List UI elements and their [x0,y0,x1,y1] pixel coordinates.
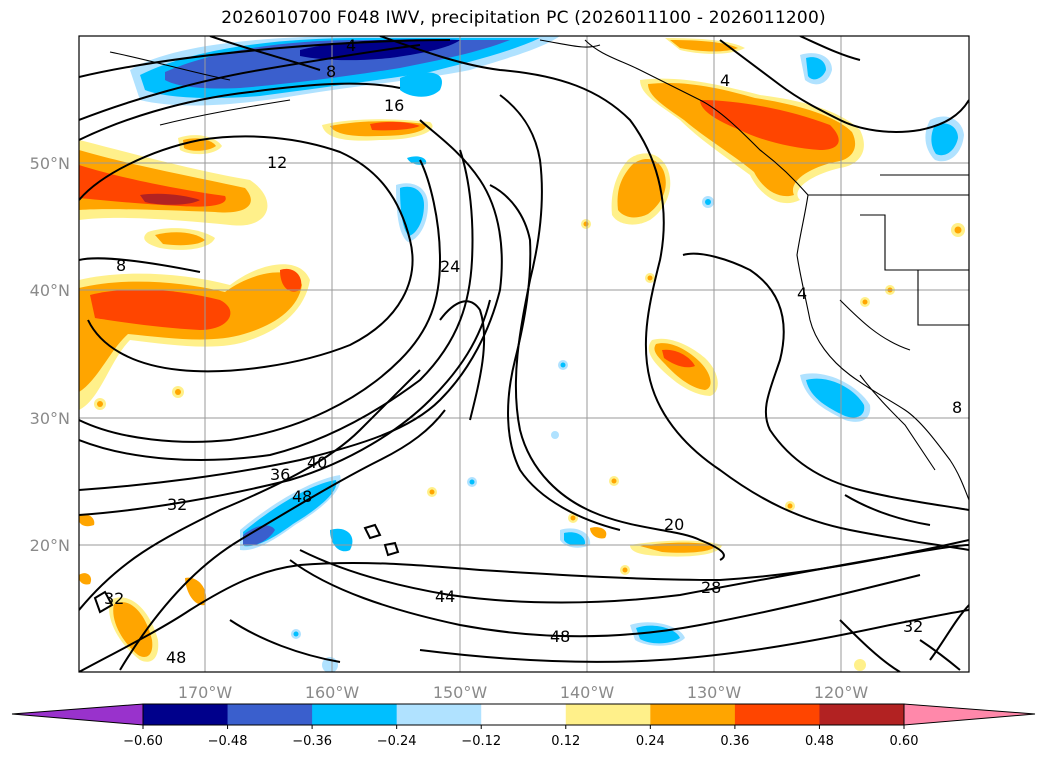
colorbar-extend-right [903,703,1036,726]
contour-label: 12 [267,153,287,172]
contour-label: 16 [384,96,404,115]
contour-label: 4 [720,71,730,90]
graticule [79,36,969,672]
colorbar-tick-label: 0.48 [805,734,834,749]
lat-tick-labels: 50°N 40°N 30°N 20°N [30,154,70,555]
lat-tick: 30°N [30,409,70,428]
map-frame [78,35,970,673]
colorbar-swatch [312,704,398,725]
colorbar-swatch [143,704,229,725]
colorbar-tick-label: −0.60 [123,734,163,749]
lon-tick: 160°W [305,683,360,702]
lon-tick: 130°W [687,683,742,702]
colorbar-frame [142,703,905,726]
contour-label: 48 [292,487,312,506]
contour-label: 32 [903,617,923,636]
colorbar-swatch [650,704,736,725]
iwv-contours [79,36,969,672]
contour-label: 20 [664,515,684,534]
colorbar-swatch [819,704,905,725]
contour-label: 4 [797,284,807,303]
lat-tick: 20°N [30,536,70,555]
colorbar-extend-left [11,703,144,726]
contour-label: 40 [307,453,327,472]
contour-label: 4 [346,36,356,55]
colorbar-tick-label: 0.60 [890,734,919,749]
lon-tick-labels: 170°W 160°W 150°W 140°W 130°W 120°W [178,683,869,702]
colorbar-tick-label: 0.24 [636,734,665,749]
lon-tick: 150°W [433,683,488,702]
contour-label: 24 [440,257,460,276]
contour-label: 28 [701,578,721,597]
colorbar-tick-label: −0.24 [377,734,417,749]
colorbar-tick-label: 0.36 [720,734,749,749]
lon-tick: 170°W [178,683,233,702]
contour-loop [383,541,400,557]
colorbar-tick-label: 0.12 [551,734,580,749]
colorbar-swatch [396,704,482,725]
contour-label: 44 [435,587,455,606]
contour-label: 48 [550,627,570,646]
colorbar-tick-label: −0.36 [292,734,332,749]
contour-label: 8 [952,398,962,417]
contour-label: 48 [166,648,186,667]
colorbar-tick-label: −0.12 [461,734,501,749]
contour-label: 8 [116,256,126,275]
contour-loop [93,590,114,614]
contour-labels: 4 8 16 12 8 24 4 4 36 40 48 32 20 28 44 … [104,36,962,667]
colorbar-tick-label: −0.48 [208,734,248,749]
contour-loop [363,523,382,540]
coastlines [109,39,969,501]
colorbar: −0.60 −0.48 −0.36 −0.24 −0.12 0.12 0.24 0.36 0.4… [11,703,1036,749]
precip-shading [79,36,965,672]
contour-label: 8 [326,62,336,81]
colorbar-swatch [565,704,651,725]
lat-tick: 40°N [30,281,70,300]
lat-tick: 50°N [30,154,70,173]
lon-tick: 120°W [814,683,869,702]
colorbar-swatch [481,704,567,725]
map-title: 2026010700 F048 IWV, precipitation PC (2… [221,8,826,28]
colorbar-swatch [227,704,313,725]
contour-label: 32 [104,589,124,608]
contour-label: 32 [167,495,187,514]
colorbar-swatch [734,704,820,725]
contour-label: 36 [270,465,290,484]
lon-tick: 140°W [560,683,615,702]
